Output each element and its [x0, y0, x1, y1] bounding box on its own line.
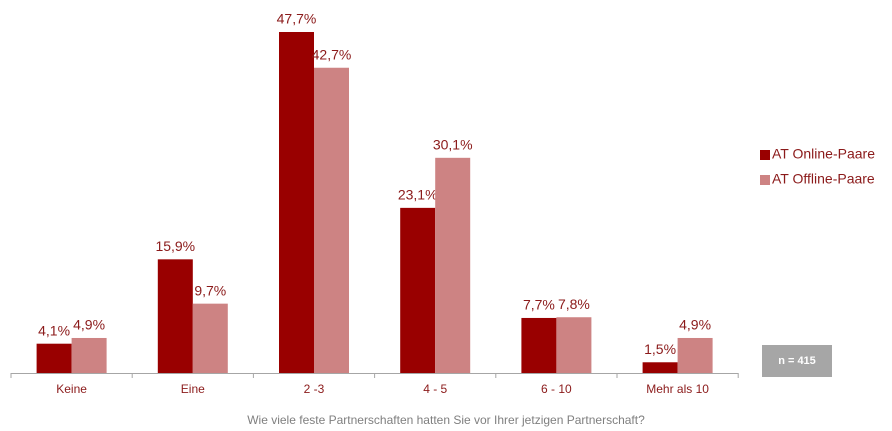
bar — [400, 207, 436, 373]
data-label: 4,9% — [73, 317, 105, 333]
x-tick-label: 6 - 10 — [541, 382, 572, 396]
bar — [192, 303, 228, 373]
bar — [642, 362, 678, 373]
x-tick-label: Eine — [181, 382, 205, 396]
x-tick-label: 4 - 5 — [423, 382, 447, 396]
bar — [677, 337, 713, 373]
annotation-box — [762, 345, 832, 377]
data-label: 9,7% — [194, 282, 226, 298]
bar — [71, 337, 107, 373]
data-label: 7,7% — [523, 297, 555, 313]
data-label: 30,1% — [433, 137, 473, 153]
data-label: 1,5% — [644, 341, 676, 357]
bar — [157, 259, 193, 373]
x-tick-label: 2 -3 — [304, 382, 325, 396]
annotation: n = 415 — [778, 355, 816, 367]
x-tick-label: Keine — [56, 382, 87, 396]
data-label: 42,7% — [312, 46, 352, 62]
bar — [435, 157, 471, 373]
data-label: 15,9% — [155, 238, 195, 254]
x-axis-label: Wie viele feste Partnerschaften hatten S… — [247, 413, 645, 427]
data-label: 7,8% — [558, 296, 590, 312]
data-label: 23,1% — [398, 187, 438, 203]
x-tick-label: Mehr als 10 — [646, 382, 709, 396]
bar — [279, 32, 314, 373]
data-label: 4,1% — [38, 322, 70, 338]
bar — [521, 317, 557, 373]
bar — [36, 343, 72, 373]
data-label: 47,7% — [277, 11, 317, 27]
legend-swatch — [760, 175, 770, 185]
legend-label: AT Online-Paare — [772, 146, 875, 162]
data-label: 4,9% — [679, 317, 711, 333]
legend-swatch — [760, 150, 770, 160]
legend-label: AT Offline-Paare — [772, 171, 875, 187]
bar — [556, 317, 592, 373]
bar — [314, 67, 349, 373]
